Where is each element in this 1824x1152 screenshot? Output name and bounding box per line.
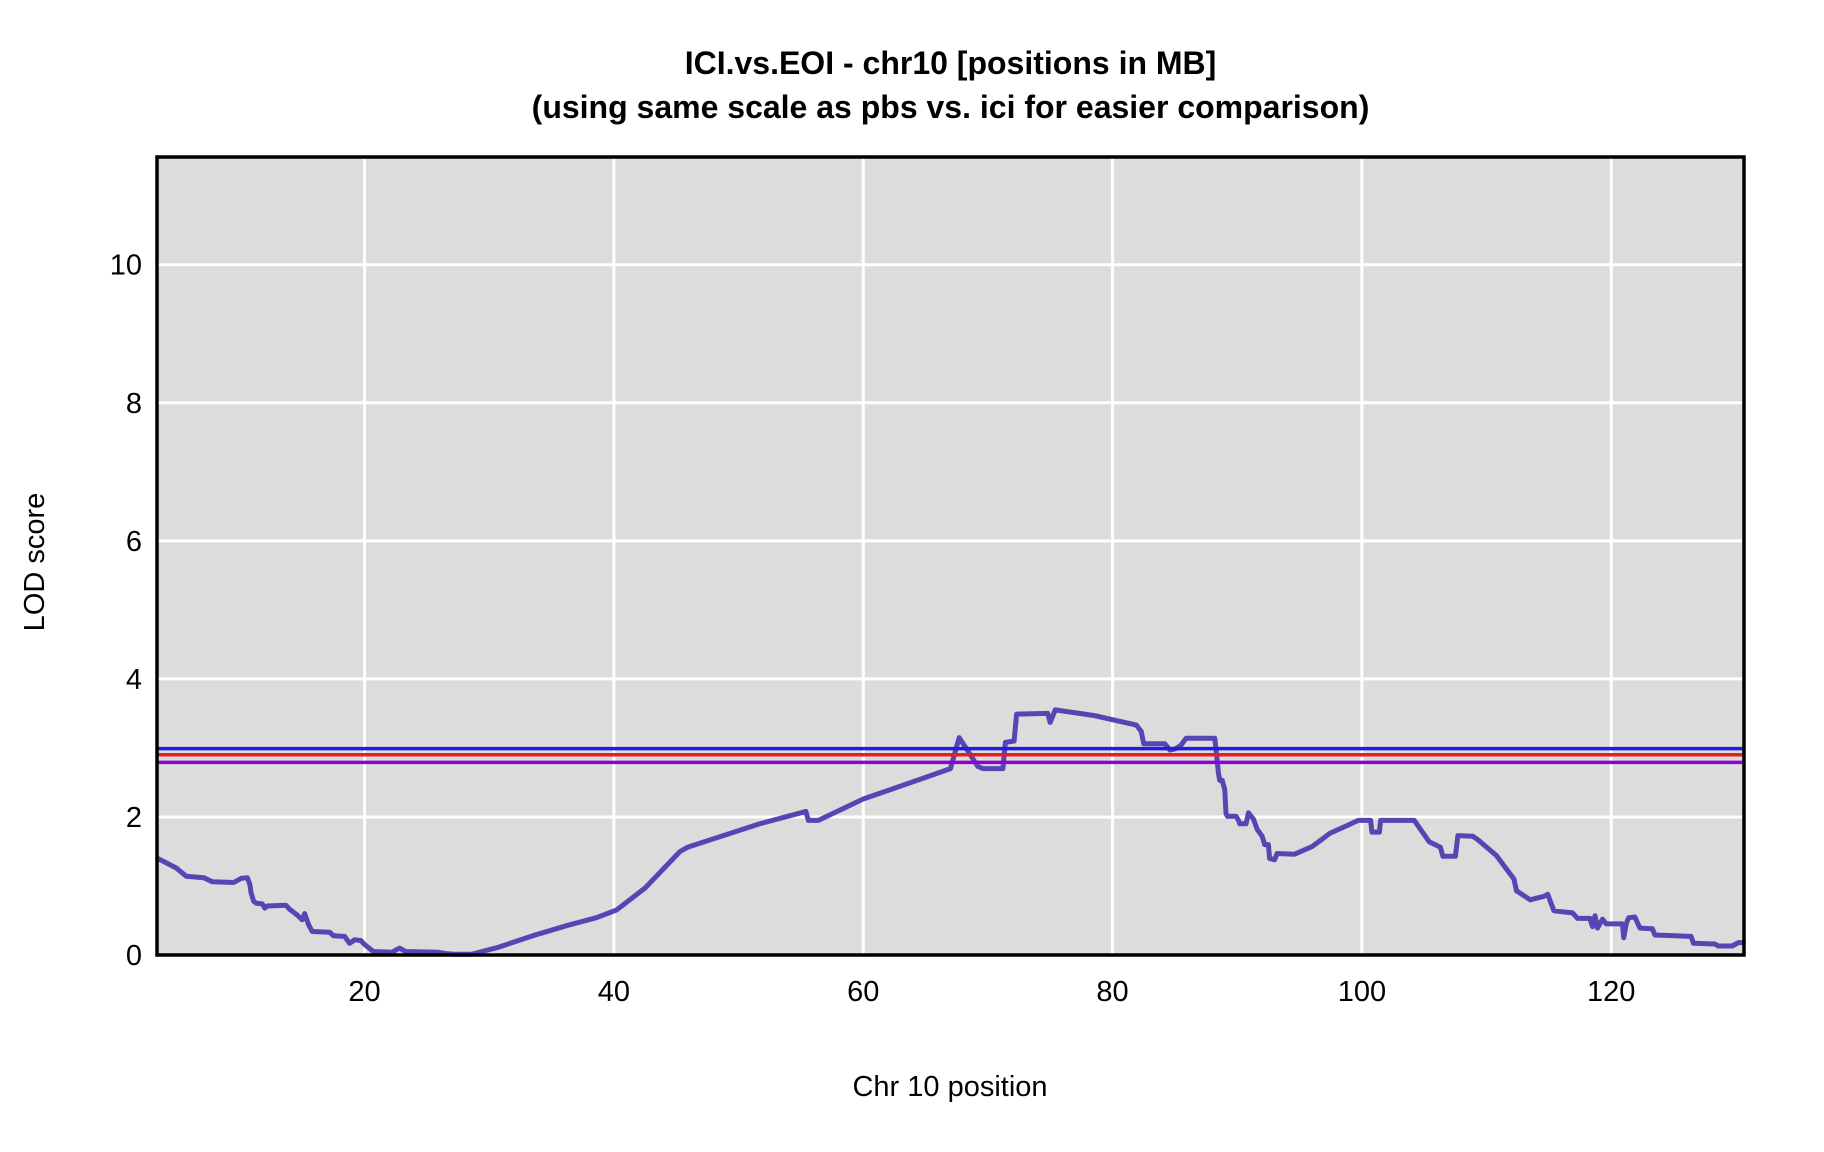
x-tick-label: 80 (1096, 976, 1128, 1008)
y-tick-label: 0 (126, 940, 142, 972)
y-tick-label: 8 (126, 388, 142, 420)
x-tick-label: 100 (1338, 976, 1386, 1008)
y-tick-label: 4 (126, 664, 142, 696)
x-tick-label: 120 (1587, 976, 1635, 1008)
plot-border (155, 155, 1746, 957)
y-axis-label: LOD score (19, 492, 51, 632)
y-tick-label: 6 (126, 526, 142, 558)
x-tick-label: 20 (348, 976, 380, 1008)
x-tick-label: 60 (847, 976, 879, 1008)
chart-title: ICI.vs.EOI - chr10 [positions in MB] (684, 45, 1217, 81)
y-tick-label: 2 (126, 802, 142, 834)
chart-subtitle: (using same scale as pbs vs. ici for eas… (531, 89, 1370, 125)
x-tick-label: 40 (598, 976, 630, 1008)
x-axis-label: Chr 10 position (852, 1071, 1048, 1103)
plot-panel (157, 157, 1744, 955)
y-tick-label: 10 (110, 250, 142, 282)
lod-curve (155, 707, 1746, 957)
